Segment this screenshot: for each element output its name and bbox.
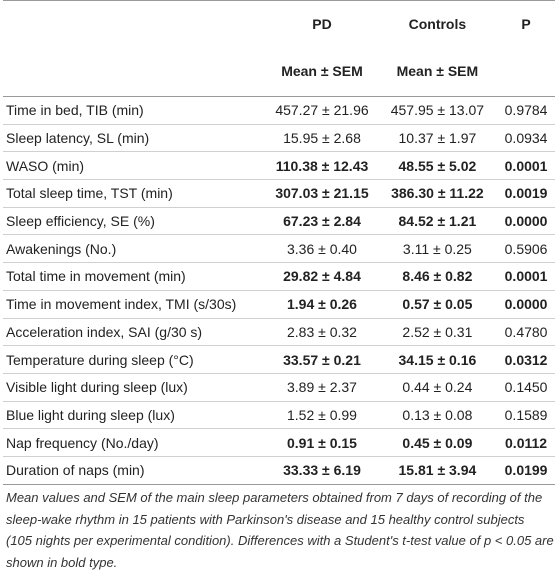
row-label: Total time in movement (min) — [3, 262, 267, 291]
column-header: P — [497, 0, 555, 46]
row-label: Total sleep time, TST (min) — [3, 179, 267, 208]
table-cell: 0.0312 — [497, 345, 555, 374]
table-row: Sleep efficiency, SE (%) 67.23 ± 2.84 84.5… — [3, 207, 555, 236]
table-cell: 0.0001 — [497, 151, 555, 181]
footnote: Mean values and SEM of the main sleep pa… — [6, 490, 554, 570]
table-cell: 307.03 ± 21.15 — [266, 179, 378, 208]
table-cell: 0.5906 — [497, 234, 555, 264]
table-cell: 0.4780 — [497, 318, 555, 347]
table-row: Time in movement index, TMI (s/30s) 1.94 … — [3, 290, 555, 319]
table-cell: 34.15 ± 0.16 — [377, 345, 498, 374]
row-label: Time in movement index, TMI (s/30s) — [3, 290, 267, 319]
corner-cell — [3, 46, 267, 97]
table-cell: 33.57 ± 0.21 — [266, 345, 378, 374]
row-label: Visible light during sleep (lux) — [3, 373, 267, 402]
table-row: Temperature during sleep (°C) 33.57 ± 0.2… — [3, 345, 555, 374]
table-row: Duration of naps (min) 33.33 ± 6.19 15.81 … — [3, 456, 555, 485]
table-cell: 0.1589 — [497, 401, 555, 430]
table-row: Total time in movement (min) 29.82 ± 4.84… — [3, 262, 555, 291]
column-header: PD — [266, 0, 378, 46]
header-row: PD Controls P — [3, 0, 555, 46]
subheader-cell: Mean ± SEM — [377, 46, 498, 97]
table-cell: 48.55 ± 5.02 — [377, 151, 498, 181]
subheader-cell: Mean ± SEM — [266, 46, 378, 97]
table-cell: 0.13 ± 0.08 — [377, 401, 498, 430]
table-cell: 10.37 ± 1.97 — [377, 124, 498, 153]
table-row: Visible light during sleep (lux) 3.89 ± 2… — [3, 373, 555, 402]
table-cell: 0.0000 — [497, 207, 555, 236]
table-row: Acceleration index, SAI (g/30 s) 2.83 ± 0… — [3, 318, 555, 347]
table-cell: 0.0001 — [497, 262, 555, 291]
corner-cell — [3, 0, 267, 46]
table-cell: 0.0019 — [497, 179, 555, 208]
table-body: Time in bed, TIB (min) 457.27 ± 21.96 457.… — [3, 96, 555, 485]
empty-cell — [497, 46, 555, 97]
table-cell: 2.52 ± 0.31 — [377, 318, 498, 347]
table-cell: 15.81 ± 3.94 — [377, 456, 498, 485]
table-cell: 0.57 ± 0.05 — [377, 290, 498, 319]
table-row: Time in bed, TIB (min) 457.27 ± 21.96 457.… — [3, 96, 555, 125]
table-row: Blue light during sleep (lux) 1.52 ± 0.99… — [3, 401, 555, 430]
table-cell: 0.0934 — [497, 124, 555, 153]
row-label: Awakenings (No.) — [3, 234, 267, 264]
table-cell: 0.0112 — [497, 428, 555, 457]
table-cell: 0.1450 — [497, 373, 555, 402]
table-cell: 457.27 ± 21.96 — [266, 96, 378, 125]
table-cell: 110.38 ± 12.43 — [266, 151, 378, 181]
table-cell: 0.0000 — [497, 290, 555, 319]
table-cell: 0.9784 — [497, 96, 555, 125]
table-cell: 386.30 ± 11.22 — [377, 179, 498, 208]
table-cell: 457.95 ± 13.07 — [377, 96, 498, 125]
table-cell: 0.44 ± 0.24 — [377, 373, 498, 402]
column-header: Controls — [377, 0, 498, 46]
table-cell: 1.94 ± 0.26 — [266, 290, 378, 319]
table-cell: 67.23 ± 2.84 — [266, 207, 378, 236]
table-cell: 2.83 ± 0.32 — [266, 318, 378, 347]
row-label: Sleep latency, SL (min) — [3, 124, 267, 153]
table-row: Nap frequency (No./day) 0.91 ± 0.15 0.45 ±… — [3, 428, 555, 457]
row-label: Blue light during sleep (lux) — [3, 401, 267, 430]
table-row: Awakenings (No.) 3.36 ± 0.40 3.11 ± 0.25 0.… — [3, 234, 555, 264]
row-label: WASO (min) — [3, 151, 267, 181]
data-table: PD Controls P Mean ± SEM Mean ± SEM Time… — [3, 0, 555, 485]
row-label: Temperature during sleep (°C) — [3, 345, 267, 374]
table-cell: 3.36 ± 0.40 — [266, 234, 378, 264]
row-label: Sleep efficiency, SE (%) — [3, 207, 267, 236]
table-cell: 0.45 ± 0.09 — [377, 428, 498, 457]
row-label: Nap frequency (No./day) — [3, 428, 267, 457]
row-label: Time in bed, TIB (min) — [3, 96, 267, 125]
table-cell: 8.46 ± 0.82 — [377, 262, 498, 291]
table-cell: 1.52 ± 0.99 — [266, 401, 378, 430]
subheader-row: Mean ± SEM Mean ± SEM — [3, 46, 555, 97]
table-cell: 3.89 ± 2.37 — [266, 373, 378, 402]
table-cell: 3.11 ± 0.25 — [377, 234, 498, 264]
table-cell: 0.91 ± 0.15 — [266, 428, 378, 457]
table-cell: 15.95 ± 2.68 — [266, 124, 378, 153]
table-cell: 84.52 ± 1.21 — [377, 207, 498, 236]
table-cell: 0.0199 — [497, 456, 555, 485]
row-label: Duration of naps (min) — [3, 456, 267, 485]
table-row: Total sleep time, TST (min) 307.03 ± 21.1… — [3, 179, 555, 208]
table-row: WASO (min) 110.38 ± 12.43 48.55 ± 5.02 0.00… — [3, 151, 555, 181]
row-label: Acceleration index, SAI (g/30 s) — [3, 318, 267, 347]
table-cell: 33.33 ± 6.19 — [266, 456, 378, 485]
table-cell: 29.82 ± 4.84 — [266, 262, 378, 291]
table-row: Sleep latency, SL (min) 15.95 ± 2.68 10.37… — [3, 124, 555, 153]
